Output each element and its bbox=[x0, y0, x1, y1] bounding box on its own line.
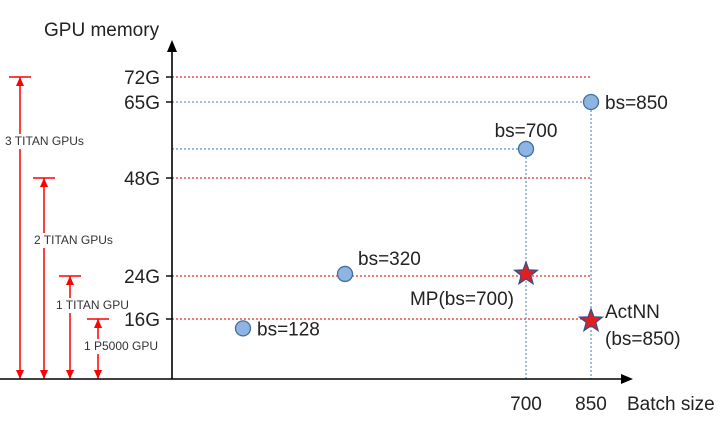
data-points bbox=[234, 93, 605, 337]
bracket-label-bg bbox=[82, 339, 163, 354]
axes: GPU memory Batch size bbox=[0, 20, 715, 415]
bracket-arrow-bottom bbox=[40, 370, 48, 379]
point-label: bs=850 bbox=[605, 93, 668, 114]
tick-labels: 72G 65G 48G 24G 16G 700 850 bbox=[124, 68, 607, 415]
y-tick-label: 48G bbox=[124, 169, 160, 190]
bracket-label: 3 TITAN GPUs bbox=[5, 134, 84, 148]
y-tick-label: 16G bbox=[124, 310, 160, 331]
y-axis-title: GPU memory bbox=[44, 20, 160, 41]
bracket-arrow-bottom bbox=[94, 370, 102, 379]
bracket-label: 1 TITAN GPU bbox=[56, 298, 129, 312]
point-label: bs=700 bbox=[495, 121, 558, 142]
point-labels: bs=128 bs=320 bs=700 bs=850 MP(bs=700) ActNN (… bbox=[257, 93, 681, 350]
y-tick-label: 24G bbox=[124, 267, 160, 288]
star-marker bbox=[512, 260, 540, 286]
bracket-arrow-top bbox=[40, 178, 48, 187]
x-tick-label: 700 bbox=[510, 394, 542, 415]
circle-marker bbox=[336, 265, 354, 283]
bracket-arrow-bottom bbox=[66, 370, 74, 379]
point-label: MP(bs=700) bbox=[410, 289, 514, 310]
circle-marker bbox=[234, 320, 252, 337]
bracket-label-bg bbox=[54, 298, 135, 313]
y-tick-label: 65G bbox=[124, 93, 160, 114]
bracket-label-bg bbox=[32, 233, 120, 248]
bracket-label: 2 TITAN GPUs bbox=[34, 233, 113, 247]
y-axis-arrow bbox=[167, 40, 177, 52]
circle-marker bbox=[582, 93, 600, 111]
x-axis-title: Batch size bbox=[627, 394, 715, 415]
point-label: (bs=850) bbox=[605, 329, 681, 350]
point-label: bs=320 bbox=[358, 249, 421, 270]
star-marker bbox=[577, 307, 605, 332]
bracket-arrow-top bbox=[66, 276, 74, 285]
x-tick-label: 850 bbox=[575, 394, 607, 415]
x-axis-arrow bbox=[621, 374, 633, 384]
point-label: bs=128 bbox=[257, 319, 320, 340]
bracket-arrow-top bbox=[94, 319, 102, 328]
y-tick-label: 72G bbox=[124, 68, 160, 89]
point-label: ActNN bbox=[605, 302, 660, 323]
bracket-label: 1 P5000 GPU bbox=[84, 339, 158, 353]
bracket-arrow-top bbox=[16, 77, 24, 86]
bracket-label-bg bbox=[3, 134, 91, 149]
bracket-group: 3 TITAN GPUs 2 TITAN GPUs 1 TITAN GPU 1 P50… bbox=[3, 76, 163, 379]
circle-marker bbox=[517, 140, 535, 158]
bracket-arrow-bottom bbox=[16, 370, 24, 379]
